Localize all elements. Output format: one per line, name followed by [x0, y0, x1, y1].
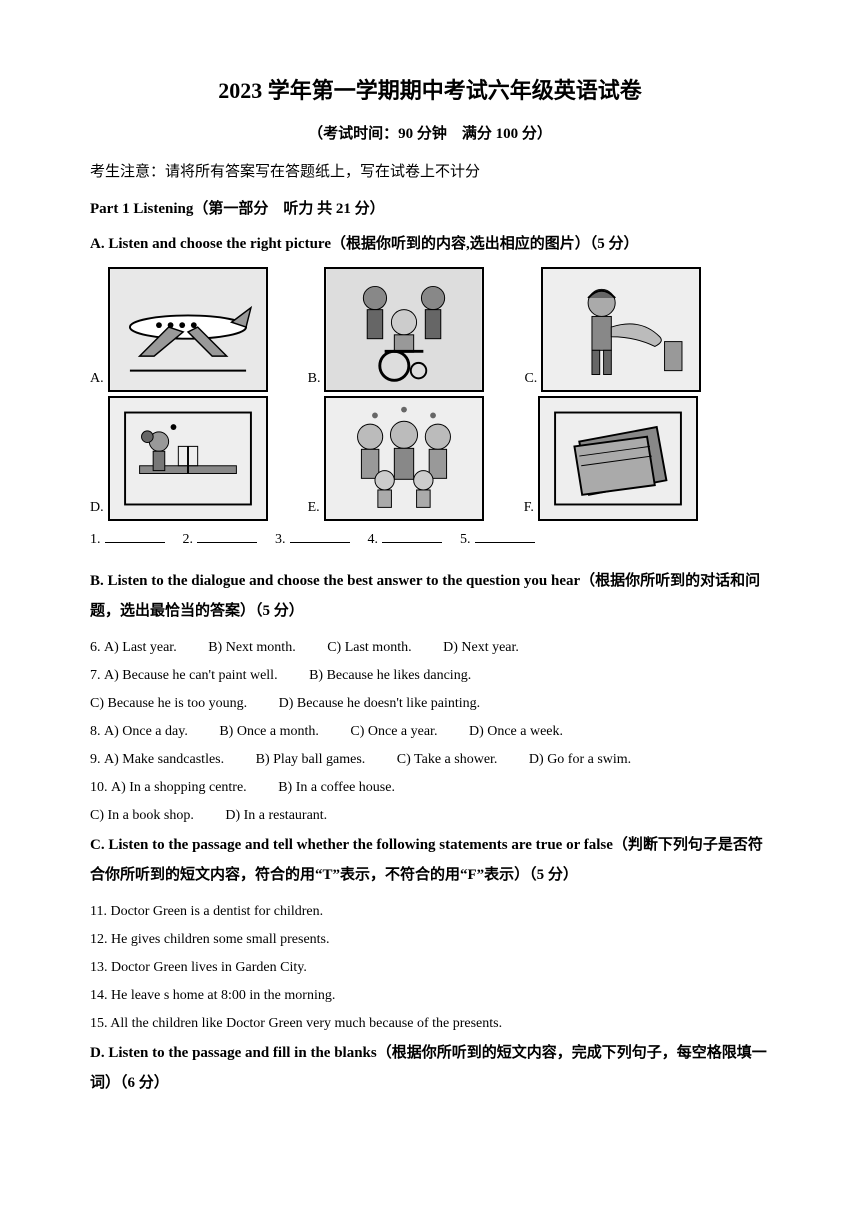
- statement-14: 14. He leave s home at 8:00 in the morni…: [90, 982, 770, 1010]
- question-7-line1: 7. A) Because he can't paint well. B) Be…: [90, 662, 770, 690]
- q8-opt-c: C) Once a year.: [350, 718, 437, 746]
- q10-opt-c: C) In a book shop.: [90, 802, 194, 830]
- part1-header: Part 1 Listening（第一部分 听力 共 21 分）: [90, 195, 770, 224]
- question-10-line1: 10. A) In a shopping centre. B) In a cof…: [90, 774, 770, 802]
- q6-num: 6.: [90, 640, 101, 655]
- answer-num-5: 5.: [460, 532, 471, 547]
- notice-text: 考生注意：请将所有答案写在答题纸上，写在试卷上不计分: [90, 158, 770, 187]
- airplane-icon: [110, 269, 266, 390]
- question-6: 6. A) Last year. B) Next month. C) Last …: [90, 634, 770, 662]
- q7-opt-a: A) Because he can't paint well.: [104, 662, 278, 690]
- q8-opt-d: D) Once a week.: [469, 718, 563, 746]
- picture-item-f: F.: [524, 396, 698, 521]
- q9-opt-b: B) Play ball games.: [256, 746, 366, 774]
- question-7-line2: C) Because he is too young. D) Because h…: [90, 690, 770, 718]
- picture-item-d: D.: [90, 396, 268, 521]
- section-d-header: D. Listen to the passage and fill in the…: [90, 1038, 770, 1098]
- exam-title: 2023 学年第一学期期中考试六年级英语试卷: [90, 70, 770, 112]
- family-icon: [326, 398, 482, 519]
- picture-item-e: E.: [308, 396, 484, 521]
- blank-1[interactable]: [105, 542, 165, 543]
- picture-item-b: B.: [308, 267, 485, 392]
- picture-label-b: B.: [308, 366, 321, 393]
- picture-item-a: A.: [90, 267, 268, 392]
- q6-opt-a: A) Last year.: [104, 634, 177, 662]
- picture-label-e: E.: [308, 495, 320, 522]
- blank-2[interactable]: [197, 542, 257, 543]
- q9-opt-c: C) Take a shower.: [397, 746, 498, 774]
- question-9: 9. A) Make sandcastles. B) Play ball gam…: [90, 746, 770, 774]
- q7-opt-d: D) Because he doesn't like painting.: [279, 690, 481, 718]
- q6-opt-c: C) Last month.: [327, 634, 411, 662]
- picture-row-2: D. E.: [90, 396, 770, 521]
- question-8: 8. A) Once a day. B) Once a month. C) On…: [90, 718, 770, 746]
- wheelchair-helpers-icon: [326, 269, 482, 390]
- blank-4[interactable]: [382, 542, 442, 543]
- q7-num: 7.: [90, 668, 101, 683]
- picture-label-f: F.: [524, 495, 534, 522]
- picture-label-d: D.: [90, 495, 104, 522]
- picture-box-airplane: [108, 267, 268, 392]
- q9-opt-d: D) Go for a swim.: [529, 746, 631, 774]
- statement-13: 13. Doctor Green lives in Garden City.: [90, 954, 770, 982]
- q8-opt-b: B) Once a month.: [219, 718, 319, 746]
- q6-opt-d: D) Next year.: [443, 634, 519, 662]
- statement-12: 12. He gives children some small present…: [90, 926, 770, 954]
- picture-row-1: A. B.: [90, 267, 770, 392]
- section-c-header: C. Listen to the passage and tell whethe…: [90, 830, 770, 890]
- section-a-answers: 1. 2. 3. 4. 5.: [90, 527, 770, 554]
- picture-box-tennis: [108, 396, 268, 521]
- picture-label-a: A.: [90, 366, 104, 393]
- q8-opt-a: A) Once a day.: [104, 718, 188, 746]
- picture-box-firefighter: [541, 267, 701, 392]
- statement-15: 15. All the children like Doctor Green v…: [90, 1010, 770, 1038]
- q9-num: 9.: [90, 752, 101, 767]
- q7-opt-b: B) Because he likes dancing.: [309, 662, 471, 690]
- blank-3[interactable]: [290, 542, 350, 543]
- q7-opt-c: C) Because he is too young.: [90, 690, 247, 718]
- picture-box-family: [324, 396, 484, 521]
- table-tennis-icon: [110, 398, 266, 519]
- section-b-header: B. Listen to the dialogue and choose the…: [90, 566, 770, 626]
- answer-num-1: 1.: [90, 532, 101, 547]
- picture-box-wheelchair: [324, 267, 484, 392]
- answer-num-2: 2.: [183, 532, 194, 547]
- statement-11: 11. Doctor Green is a dentist for childr…: [90, 898, 770, 926]
- picture-item-c: C.: [524, 267, 701, 392]
- exam-subtitle: （考试时间：90 分钟 满分 100 分）: [90, 120, 770, 149]
- q8-num: 8.: [90, 724, 101, 739]
- blank-5[interactable]: [475, 542, 535, 543]
- q10-num: 10.: [90, 780, 108, 795]
- q10-opt-a: A) In a shopping centre.: [111, 774, 247, 802]
- section-a-header: A. Listen and choose the right picture（根…: [90, 229, 770, 259]
- question-10-line2: C) In a book shop. D) In a restaurant.: [90, 802, 770, 830]
- picture-label-c: C.: [524, 366, 537, 393]
- firefighter-icon: [543, 269, 699, 390]
- wallet-card-icon: [540, 398, 696, 519]
- picture-box-wallet: [538, 396, 698, 521]
- q9-opt-a: A) Make sandcastles.: [104, 746, 224, 774]
- answer-num-3: 3.: [275, 532, 286, 547]
- q10-opt-b: B) In a coffee house.: [278, 774, 395, 802]
- q6-opt-b: B) Next month.: [208, 634, 296, 662]
- answer-num-4: 4.: [368, 532, 379, 547]
- q10-opt-d: D) In a restaurant.: [225, 802, 327, 830]
